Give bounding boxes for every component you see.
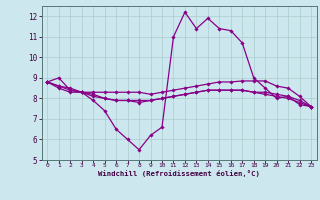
X-axis label: Windchill (Refroidissement éolien,°C): Windchill (Refroidissement éolien,°C) [98,170,260,177]
